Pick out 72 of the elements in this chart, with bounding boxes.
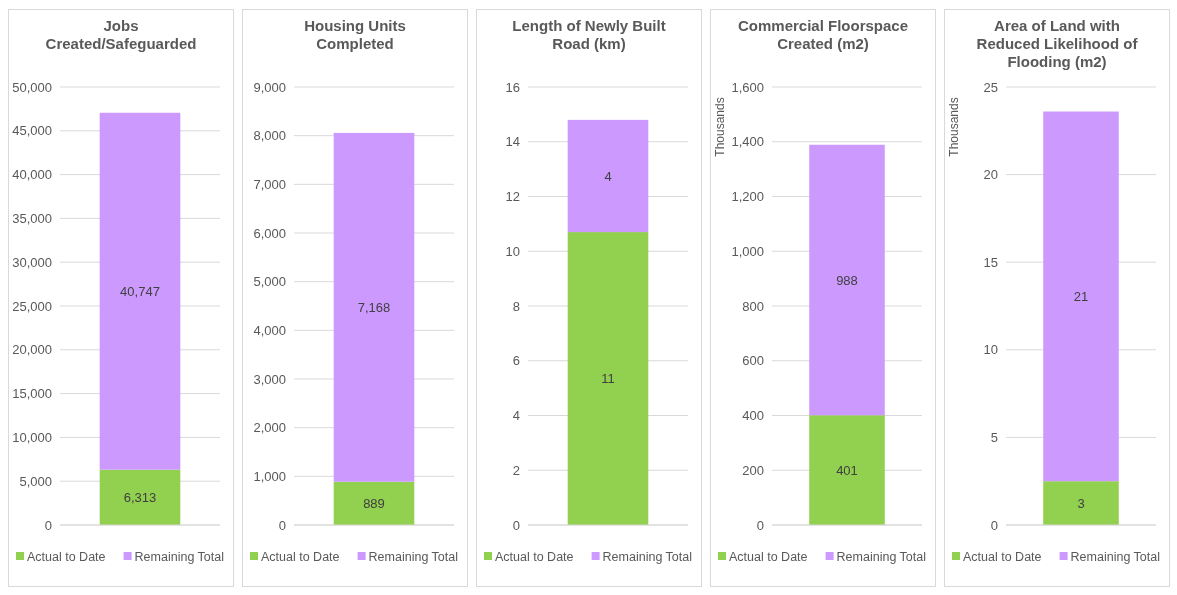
legend-label: Actual to Date <box>729 550 808 565</box>
y-tick-label: 0 <box>990 517 998 533</box>
y-tick-label: 800 <box>742 298 764 314</box>
y-tick-label: 1,200 <box>731 189 764 205</box>
legend-label: Actual to Date <box>261 550 340 565</box>
data-label: 401 <box>836 462 858 478</box>
chart-title: Jobs Created/Safeguarded <box>45 17 197 52</box>
legend-label: Actual to Date <box>495 550 574 565</box>
y-tick-label: 0 <box>44 517 52 533</box>
chart-title: Length of Newly Built Road (km) <box>512 17 666 52</box>
y-tick-label: 5 <box>990 429 998 445</box>
legend-label: Remaining Total <box>134 550 225 565</box>
y-tick-label: 0 <box>512 517 520 533</box>
chart-title: Area of Land with Reduced Likelihood of Flooding (m2) <box>976 17 1139 70</box>
y-tick-label: 30,000 <box>12 254 52 270</box>
y-tick-label: 40,000 <box>12 167 52 183</box>
y-axis-title: Thousands <box>713 97 727 157</box>
y-tick-label: 50,000 <box>12 79 52 95</box>
y-tick-label: 15 <box>983 254 998 270</box>
legend-label: Remaining Total <box>368 550 459 565</box>
y-tick-label: 20,000 <box>12 342 52 358</box>
y-tick-label: 3,000 <box>253 371 286 387</box>
y-tick-label: 600 <box>742 353 764 369</box>
y-tick-label: 1,000 <box>253 468 286 484</box>
legend-label: Actual to Date <box>963 550 1042 565</box>
y-tick-label: 4 <box>512 408 520 424</box>
data-label: 11 <box>601 371 615 387</box>
data-label: 988 <box>836 272 858 288</box>
y-tick-label: 1,000 <box>731 243 764 259</box>
y-tick-label: 25 <box>983 79 998 95</box>
chart-title: Commercial Floorspace Created (m2) <box>737 17 909 52</box>
y-tick-label: 12 <box>505 189 520 205</box>
y-tick-label: 10 <box>505 243 520 259</box>
data-label: 40,747 <box>120 283 160 299</box>
y-tick-label: 25,000 <box>12 298 52 314</box>
y-tick-label: 16 <box>505 79 520 95</box>
y-tick-label: 7,000 <box>253 176 286 192</box>
y-tick-label: 8 <box>512 298 520 314</box>
y-tick-label: 35,000 <box>12 210 52 226</box>
y-tick-label: 20 <box>983 167 998 183</box>
y-tick-label: 45,000 <box>12 123 52 139</box>
y-tick-label: 15,000 <box>12 386 52 402</box>
y-tick-label: 10,000 <box>12 429 52 445</box>
data-label: 3 <box>1077 495 1085 511</box>
y-tick-label: 4,000 <box>253 322 286 338</box>
data-label: 889 <box>363 495 385 511</box>
data-label: 7,168 <box>357 299 391 315</box>
data-label: 21 <box>1073 288 1089 304</box>
legend-label: Remaining Total <box>836 550 927 565</box>
y-tick-label: 6 <box>512 353 520 369</box>
y-tick-label: 8,000 <box>253 128 286 144</box>
data-label: 4 <box>604 168 612 184</box>
data-label: 6,313 <box>123 489 157 505</box>
y-tick-label: 10 <box>983 342 998 358</box>
y-tick-label: 14 <box>505 134 520 150</box>
y-tick-label: 1,400 <box>731 134 764 150</box>
y-tick-label: 0 <box>756 517 764 533</box>
y-tick-label: 2 <box>512 462 520 478</box>
y-tick-label: 400 <box>742 408 764 424</box>
y-tick-label: 5,000 <box>19 473 52 489</box>
legend-label: Remaining Total <box>602 550 693 565</box>
y-axis-title: Thousands <box>947 97 961 157</box>
y-tick-label: 0 <box>278 517 286 533</box>
legend-label: Actual to Date <box>27 550 106 565</box>
legend-label: Remaining Total <box>1070 550 1161 565</box>
y-tick-label: 200 <box>742 462 764 478</box>
y-tick-label: 6,000 <box>253 225 286 241</box>
y-tick-label: 2,000 <box>253 420 286 436</box>
y-tick-label: 9,000 <box>253 79 286 95</box>
y-tick-label: 1,600 <box>731 79 764 95</box>
y-tick-label: 5,000 <box>253 274 286 290</box>
chart-title: Housing Units Completed <box>304 17 406 52</box>
